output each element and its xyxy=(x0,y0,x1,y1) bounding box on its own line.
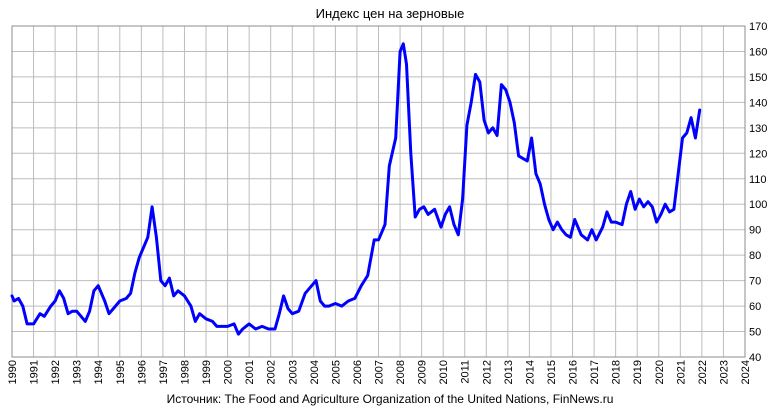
x-tick-label: 1996 xyxy=(136,360,148,384)
y-tick-label: 70 xyxy=(749,276,761,288)
y-tick-label: 120 xyxy=(749,148,767,160)
x-tick-label: 2004 xyxy=(309,360,321,384)
x-tick-label: 2007 xyxy=(374,360,386,384)
y-tick-label: 50 xyxy=(749,327,761,339)
y-tick-label: 100 xyxy=(749,199,767,211)
y-tick-label: 60 xyxy=(749,301,761,313)
y-tick-label: 80 xyxy=(749,250,761,262)
x-tick-label: 2024 xyxy=(740,360,752,384)
x-tick-label: 2015 xyxy=(546,360,558,384)
x-tick-label: 2018 xyxy=(611,360,623,384)
x-tick-label: 2019 xyxy=(632,360,644,384)
x-tick-label: 2017 xyxy=(589,360,601,384)
x-tick-label: 2001 xyxy=(244,360,256,384)
chart-title: Индекс цен на зерновые xyxy=(315,6,465,21)
plot-border xyxy=(11,25,746,358)
y-tick-label: 170 xyxy=(749,21,767,33)
chart-source: Источник: The Food and Agriculture Organ… xyxy=(166,392,614,406)
x-tick-label: 1991 xyxy=(29,360,41,384)
y-tick-label: 150 xyxy=(749,72,767,84)
x-tick-label: 2002 xyxy=(266,360,278,384)
x-tick-label: 2003 xyxy=(287,360,299,384)
series-layer xyxy=(10,42,702,336)
x-tick-label: 2022 xyxy=(697,360,709,384)
x-tick-label: 2000 xyxy=(223,360,235,384)
x-tick-label: 1997 xyxy=(158,360,170,384)
x-tick-label: 2013 xyxy=(503,360,515,384)
series-line xyxy=(10,42,702,336)
tick-labels: 40 50 60 70 80 90 100 110 120 130 140 150 160 170 1990… xyxy=(7,21,767,384)
y-tick-label: 130 xyxy=(749,123,767,135)
grid-lines xyxy=(11,25,746,358)
x-tick-label: 2014 xyxy=(524,360,536,384)
x-tick-label: 1990 xyxy=(7,360,19,384)
x-tick-label: 2010 xyxy=(438,360,450,384)
x-tick-label: 2020 xyxy=(654,360,666,384)
x-tick-label: 2021 xyxy=(675,360,687,384)
x-tick-label: 1999 xyxy=(201,360,213,384)
x-tick-label: 2009 xyxy=(417,360,429,384)
x-tick-label: 1995 xyxy=(115,360,127,384)
x-tick-label: 2023 xyxy=(718,360,730,384)
y-tick-label: 90 xyxy=(749,225,761,237)
x-tick-label: 2006 xyxy=(352,360,364,384)
x-tick-label: 2005 xyxy=(330,360,342,384)
x-tick-label: 2012 xyxy=(481,360,493,384)
y-tick-label: 110 xyxy=(749,174,767,186)
x-tick-label: 1992 xyxy=(50,360,62,384)
x-tick-label: 2016 xyxy=(568,360,580,384)
x-tick-label: 1994 xyxy=(93,360,105,384)
x-tick-label: 1998 xyxy=(179,360,191,384)
x-tick-label: 1993 xyxy=(72,360,84,384)
y-tick-label: 140 xyxy=(749,97,767,109)
x-tick-label: 2008 xyxy=(395,360,407,384)
y-tick-label: 160 xyxy=(749,46,767,58)
y-tick-label: 40 xyxy=(749,352,761,364)
x-tick-label: 2011 xyxy=(460,360,472,384)
